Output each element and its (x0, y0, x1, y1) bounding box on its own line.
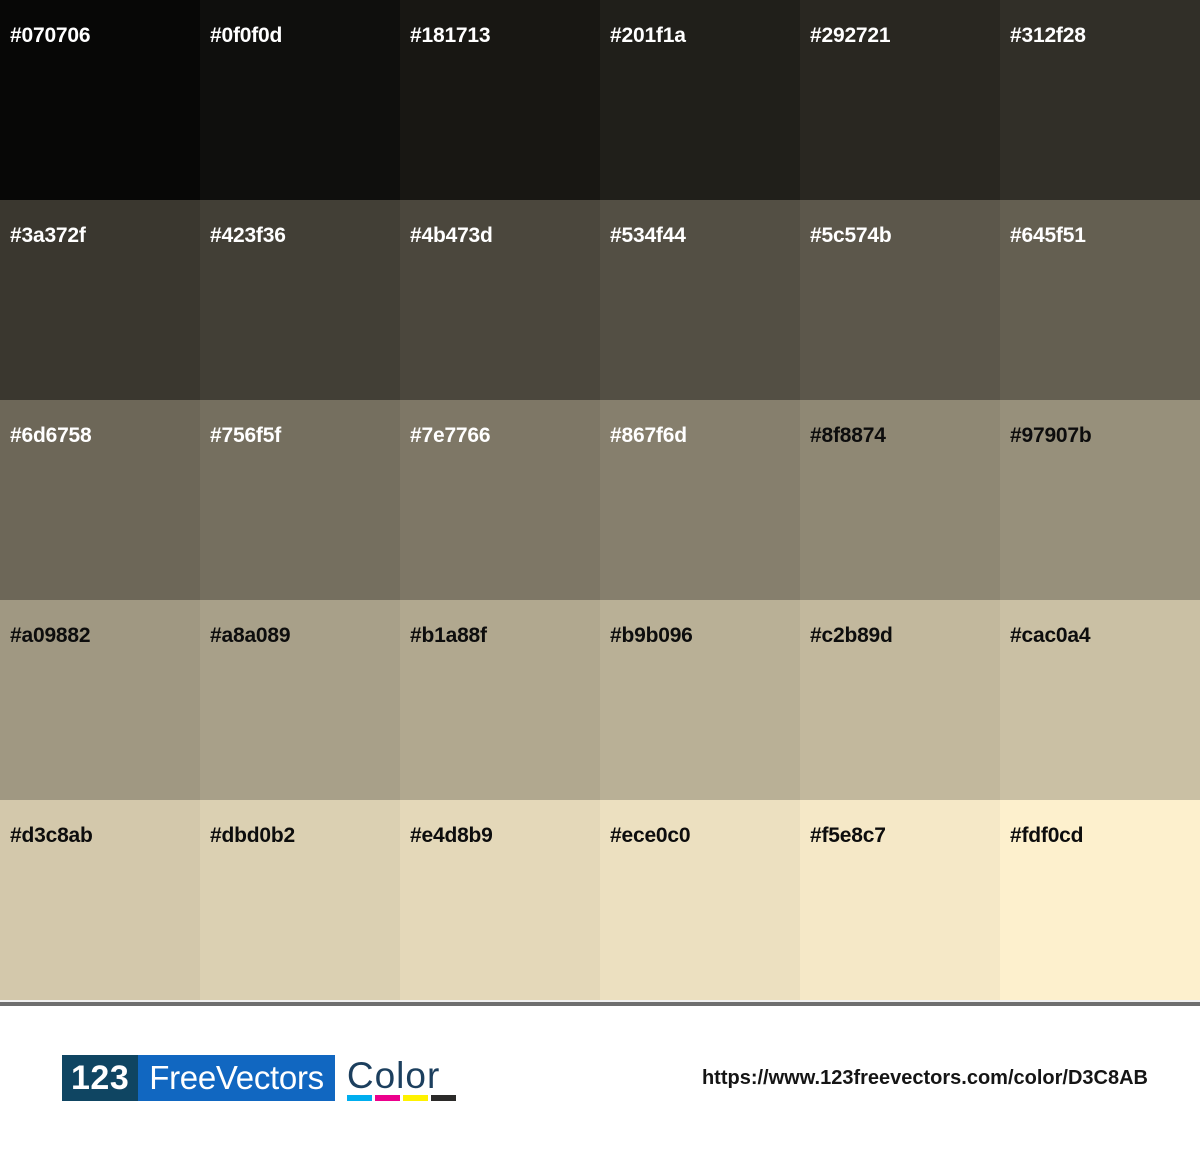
color-swatch: #7e7766 (400, 400, 600, 600)
logo-123-box: 123 (62, 1055, 139, 1101)
color-swatch: #b9b096 (600, 600, 800, 800)
color-swatch: #3a372f (0, 200, 200, 400)
swatch-hex-label: #b9b096 (610, 624, 693, 647)
swatch-hex-label: #d3c8ab (10, 824, 93, 847)
cmyk-bar-yellow (402, 1095, 428, 1102)
swatch-hex-label: #201f1a (610, 24, 686, 47)
logo-freevectors-box: FreeVectors (138, 1055, 335, 1101)
color-swatch: #6d6758 (0, 400, 200, 600)
swatch-hex-label: #8f8874 (810, 424, 886, 447)
swatch-hex-label: #181713 (410, 24, 491, 47)
color-swatch: #c2b89d (800, 600, 1000, 800)
swatch-hex-label: #a8a089 (210, 624, 291, 647)
footer: 123 FreeVectors Color https://www.123fre… (0, 1006, 1200, 1150)
color-swatch: #070706 (0, 0, 200, 200)
color-swatch: #8f8874 (800, 400, 1000, 600)
color-swatch: #b1a88f (400, 600, 600, 800)
swatch-hex-label: #312f28 (1010, 24, 1086, 47)
color-swatch: #292721 (800, 0, 1000, 200)
swatch-hex-label: #070706 (10, 24, 91, 47)
color-swatch: #dbd0b2 (200, 800, 400, 1000)
swatch-hex-label: #a09882 (10, 624, 91, 647)
swatch-hex-label: #dbd0b2 (210, 824, 295, 847)
swatch-hex-label: #756f5f (210, 424, 281, 447)
swatch-hex-label: #fdf0cd (1010, 824, 1084, 847)
swatch-hex-label: #292721 (810, 24, 891, 47)
color-swatch: #756f5f (200, 400, 400, 600)
color-swatch: #e4d8b9 (400, 800, 600, 1000)
color-swatch: #181713 (400, 0, 600, 200)
color-swatch: #f5e8c7 (800, 800, 1000, 1000)
brand-logo[interactable]: 123 FreeVectors Color (62, 1055, 456, 1102)
swatch-hex-label: #97907b (1010, 424, 1092, 447)
color-swatch: #d3c8ab (0, 800, 200, 1000)
swatch-hex-label: #0f0f0d (210, 24, 283, 47)
divider-dark (0, 1002, 1200, 1006)
swatch-hex-label: #423f36 (210, 224, 286, 247)
color-swatch: #201f1a (600, 0, 800, 200)
color-swatch: #4b473d (400, 200, 600, 400)
swatch-hex-label: #534f44 (610, 224, 686, 247)
cmyk-bar-black (430, 1095, 456, 1102)
color-swatch: #fdf0cd (1000, 800, 1200, 1000)
swatch-hex-label: #b1a88f (410, 624, 487, 647)
color-swatch: #867f6d (600, 400, 800, 600)
swatch-hex-label: #6d6758 (10, 424, 92, 447)
divider-light (0, 1000, 1200, 1002)
color-palette-grid: #070706 #0f0f0d #181713 #201f1a #292721 #312f… (0, 0, 1200, 1000)
color-swatch: #97907b (1000, 400, 1200, 600)
color-swatch: #a09882 (0, 600, 200, 800)
color-swatch: #cac0a4 (1000, 600, 1200, 800)
color-swatch: #312f28 (1000, 0, 1200, 200)
swatch-hex-label: #3a372f (10, 224, 86, 247)
color-swatch: #645f51 (1000, 200, 1200, 400)
swatch-hex-label: #4b473d (410, 224, 493, 247)
swatch-hex-label: #5c574b (810, 224, 892, 247)
color-swatch: #5c574b (800, 200, 1000, 400)
color-swatch: #ece0c0 (600, 800, 800, 1000)
color-swatch: #0f0f0d (200, 0, 400, 200)
color-swatch: #423f36 (200, 200, 400, 400)
logo-color-word: Color (346, 1054, 441, 1096)
swatch-hex-label: #645f51 (1010, 224, 1086, 247)
cmyk-bar-cyan (346, 1095, 372, 1102)
swatch-hex-label: #c2b89d (810, 624, 893, 647)
cmyk-bar-magenta (374, 1095, 400, 1102)
swatch-hex-label: #ece0c0 (610, 824, 691, 847)
swatch-hex-label: #867f6d (610, 424, 687, 447)
palette-url[interactable]: https://www.123freevectors.com/color/D3C… (701, 1066, 1148, 1089)
color-swatch: #a8a089 (200, 600, 400, 800)
swatch-hex-label: #7e7766 (410, 424, 491, 447)
swatch-hex-label: #f5e8c7 (810, 824, 886, 847)
swatch-hex-label: #cac0a4 (1010, 624, 1091, 647)
color-swatch: #534f44 (600, 200, 800, 400)
logo-color-block: Color (346, 1054, 456, 1102)
cmyk-bars (346, 1095, 456, 1102)
swatch-hex-label: #e4d8b9 (410, 824, 493, 847)
